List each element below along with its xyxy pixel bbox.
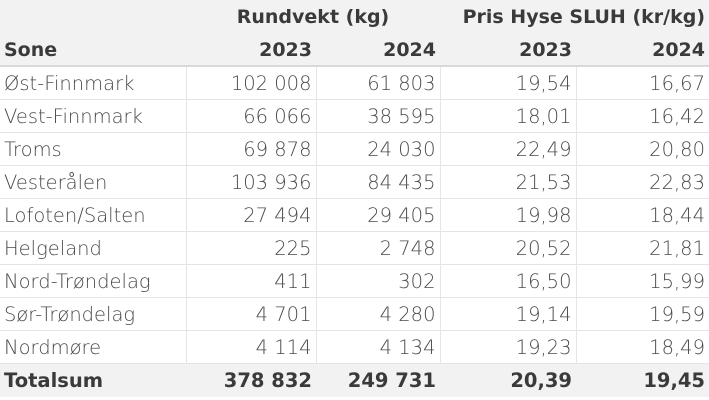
zone-cell: Totalsum: [0, 363, 186, 397]
total-row: Totalsum 378 832 249 731 20,39 19,45: [0, 363, 709, 397]
price-2024-cell: 16,42: [576, 99, 709, 133]
zone-cell: Vesterålen: [0, 165, 187, 199]
weight-2024-cell: 4 134: [316, 330, 441, 364]
price-2023-cell: 21,53: [440, 165, 577, 199]
empty-header: [0, 0, 186, 34]
price-2023-cell: 20,52: [440, 231, 577, 265]
price-2023-cell: 18,01: [440, 99, 577, 133]
zone-cell: Troms: [0, 132, 187, 166]
table-row: Troms 69 878 24 030 22,49 20,80: [0, 132, 709, 166]
header-sone: Sone: [0, 34, 186, 67]
header-group-row: Rundvekt (kg) Pris Hyse SLUH (kr/kg): [0, 0, 709, 34]
zone-cell: Vest-Finnmark: [0, 99, 187, 133]
table-row: Lofoten/Salten 27 494 29 405 19,98 18,44: [0, 198, 709, 232]
weight-2024-cell: 38 595: [316, 99, 441, 133]
price-2024-cell: 20,80: [576, 132, 709, 166]
zone-cell: Øst-Finnmark: [0, 66, 187, 100]
table-row: Sør-Trøndelag 4 701 4 280 19,14 19,59: [0, 297, 709, 331]
price-2024-cell: 19,59: [576, 297, 709, 331]
table-row: Nordmøre 4 114 4 134 19,23 18,49: [0, 330, 709, 364]
price-2024-cell: 22,83: [576, 165, 709, 199]
weight-2024-cell: 29 405: [316, 198, 441, 232]
zone-cell: Helgeland: [0, 231, 187, 265]
price-2023-cell: 19,14: [440, 297, 577, 331]
price-2024-cell: 19,45: [576, 363, 709, 397]
zone-cell: Lofoten/Salten: [0, 198, 187, 232]
weight-2023-cell: 69 878: [186, 132, 317, 166]
price-2023-cell: 16,50: [440, 264, 577, 298]
weight-2023-cell: 411: [186, 264, 317, 298]
price-2024-cell: 21,81: [576, 231, 709, 265]
weight-2024-cell: 302: [316, 264, 441, 298]
weight-2024-cell: 2 748: [316, 231, 441, 265]
weight-2023-cell: 66 066: [186, 99, 317, 133]
price-2024-cell: 18,49: [576, 330, 709, 364]
header-year: 2023: [440, 34, 576, 67]
header-year: 2024: [576, 34, 709, 67]
table-row: Vest-Finnmark 66 066 38 595 18,01 16,42: [0, 99, 709, 133]
price-2024-cell: 18,44: [576, 198, 709, 232]
table-row: Helgeland 225 2 748 20,52 21,81: [0, 231, 709, 265]
table-row: Nord-Trøndelag 411 302 16,50 15,99: [0, 264, 709, 298]
weight-2023-cell: 102 008: [186, 66, 317, 100]
weight-2024-cell: 61 803: [316, 66, 441, 100]
weight-2023-cell: 27 494: [186, 198, 317, 232]
weight-2024-cell: 4 280: [316, 297, 441, 331]
header-pris: Pris Hyse SLUH (kr/kg): [440, 0, 709, 34]
price-2023-cell: 19,23: [440, 330, 577, 364]
table-row: Øst-Finnmark 102 008 61 803 19,54 16,67: [0, 66, 709, 100]
weight-2024-cell: 249 731: [316, 363, 440, 397]
zone-cell: Nordmøre: [0, 330, 187, 364]
weight-2024-cell: 84 435: [316, 165, 441, 199]
price-2024-cell: 16,67: [576, 66, 709, 100]
weight-2023-cell: 378 832: [186, 363, 316, 397]
header-rundvekt: Rundvekt (kg): [186, 0, 440, 34]
weight-2024-cell: 24 030: [316, 132, 441, 166]
zone-cell: Nord-Trøndelag: [0, 264, 187, 298]
weight-2023-cell: 4 114: [186, 330, 317, 364]
header-year: 2024: [316, 34, 440, 67]
weight-2023-cell: 103 936: [186, 165, 317, 199]
price-2023-cell: 20,39: [440, 363, 576, 397]
zone-cell: Sør-Trøndelag: [0, 297, 187, 331]
price-2024-cell: 15,99: [576, 264, 709, 298]
header-year-row: Sone 2023 2024 2023 2024: [0, 34, 709, 67]
header-year: 2023: [186, 34, 316, 67]
price-2023-cell: 22,49: [440, 132, 577, 166]
table-row: Vesterålen 103 936 84 435 21,53 22,83: [0, 165, 709, 199]
price-2023-cell: 19,54: [440, 66, 577, 100]
weight-2023-cell: 4 701: [186, 297, 317, 331]
price-2023-cell: 19,98: [440, 198, 577, 232]
weight-2023-cell: 225: [186, 231, 317, 265]
